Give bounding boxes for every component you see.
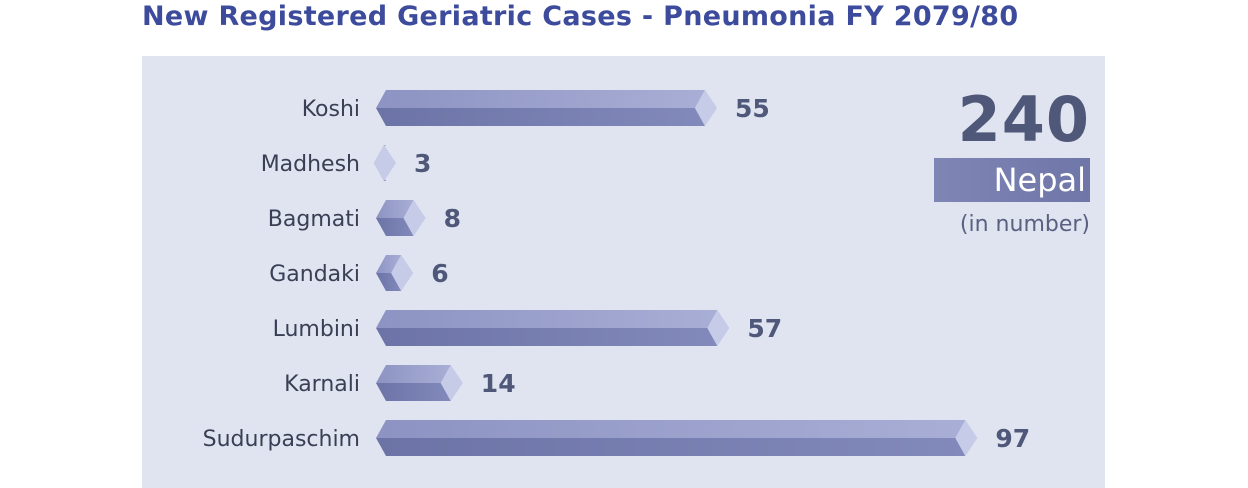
bar <box>376 255 414 291</box>
category-label: Lumbini <box>273 317 360 342</box>
data-label: 55 <box>735 94 770 123</box>
category-label: Karnali <box>284 372 360 397</box>
data-label: 3 <box>414 149 431 178</box>
data-label: 6 <box>431 259 448 288</box>
bar <box>376 365 463 401</box>
total-unit: (in number) <box>959 212 1090 237</box>
category-label: Bagmati <box>268 207 360 232</box>
chart-title: New Registered Geriatric Cases - Pneumon… <box>142 1 1019 32</box>
bars-group: Koshi 55 Madhesh 3 Bagmati 8 Gandaki 6 Lumbini 57… <box>203 90 1030 456</box>
bar <box>376 420 978 456</box>
bar <box>376 200 426 236</box>
data-label: 57 <box>747 314 782 343</box>
category-label: Koshi <box>302 97 360 122</box>
total-summary: 240 Nepal (in number) <box>930 86 1090 237</box>
total-label-badge: Nepal <box>934 158 1090 202</box>
bar <box>376 310 730 346</box>
data-label: 14 <box>481 369 516 398</box>
chart-panel <box>142 56 1105 488</box>
data-label: 97 <box>995 424 1030 453</box>
data-label: 8 <box>444 204 461 233</box>
total-label: Nepal <box>993 161 1086 199</box>
total-value: 240 <box>957 83 1090 156</box>
category-label: Sudurpaschim <box>203 427 360 452</box>
bar <box>376 90 717 126</box>
category-label: Gandaki <box>269 262 360 287</box>
bar <box>374 145 396 181</box>
category-label: Madhesh <box>261 152 360 177</box>
